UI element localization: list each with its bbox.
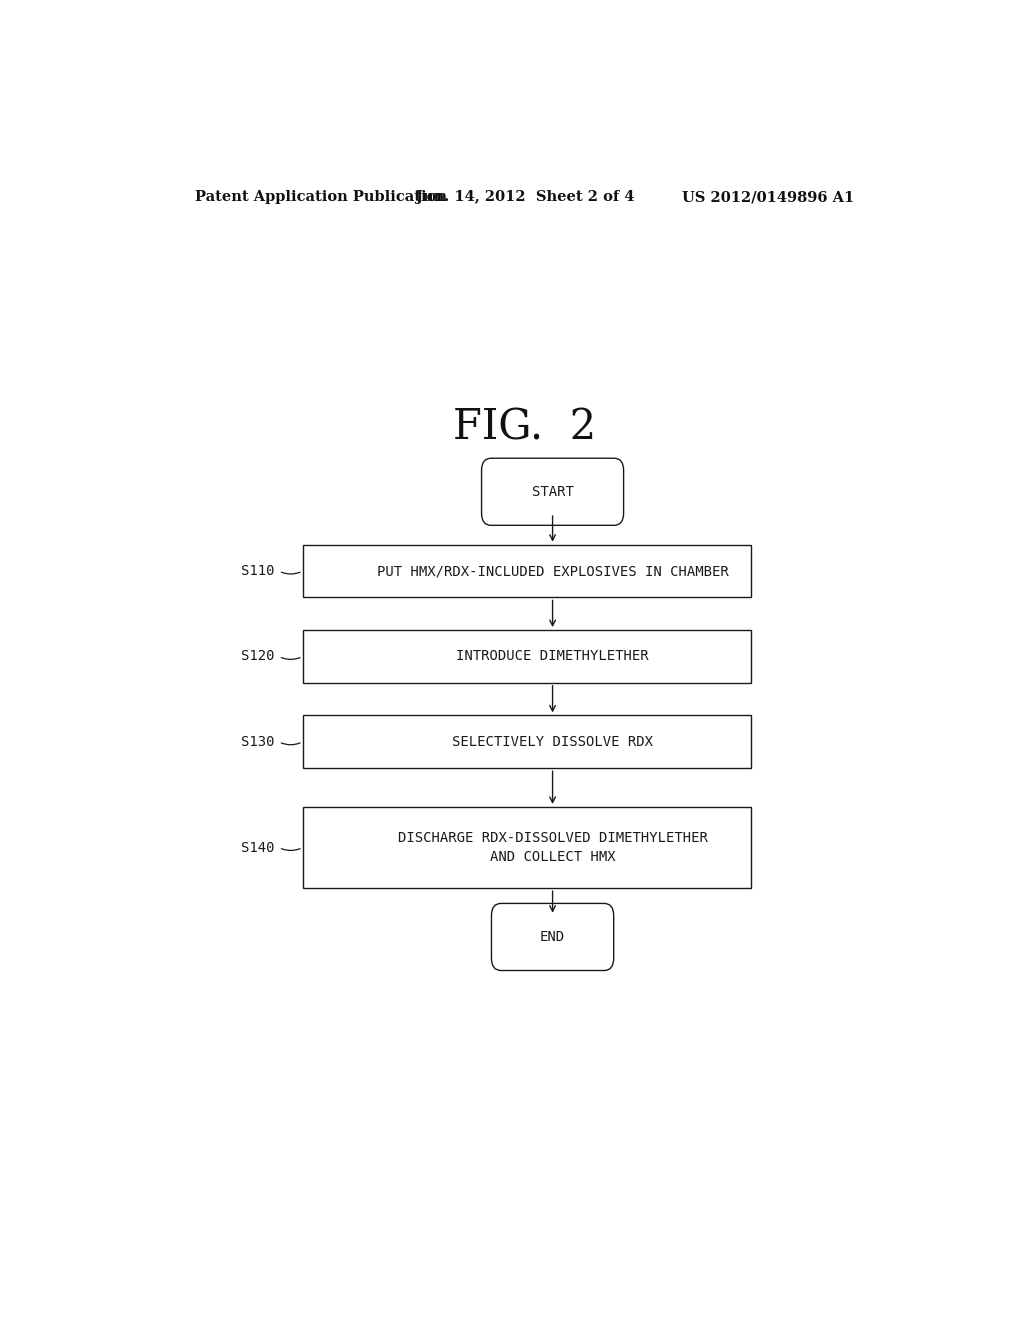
Text: END: END bbox=[540, 931, 565, 944]
Text: S120: S120 bbox=[242, 649, 274, 664]
FancyBboxPatch shape bbox=[492, 903, 613, 970]
Text: FIG.  2: FIG. 2 bbox=[454, 407, 596, 449]
FancyBboxPatch shape bbox=[303, 715, 751, 768]
Text: START: START bbox=[531, 484, 573, 499]
FancyBboxPatch shape bbox=[303, 630, 751, 682]
Text: Jun. 14, 2012  Sheet 2 of 4: Jun. 14, 2012 Sheet 2 of 4 bbox=[416, 190, 634, 205]
Text: S140: S140 bbox=[242, 841, 274, 854]
Text: S130: S130 bbox=[242, 735, 274, 748]
Text: DISCHARGE RDX-DISSOLVED DIMETHYLETHER
AND COLLECT HMX: DISCHARGE RDX-DISSOLVED DIMETHYLETHER AN… bbox=[397, 832, 708, 863]
Text: Patent Application Publication: Patent Application Publication bbox=[196, 190, 447, 205]
FancyBboxPatch shape bbox=[481, 458, 624, 525]
Text: INTRODUCE DIMETHYLETHER: INTRODUCE DIMETHYLETHER bbox=[457, 649, 649, 664]
Text: PUT HMX/RDX-INCLUDED EXPLOSIVES IN CHAMBER: PUT HMX/RDX-INCLUDED EXPLOSIVES IN CHAMB… bbox=[377, 564, 728, 578]
FancyBboxPatch shape bbox=[303, 545, 751, 598]
Text: SELECTIVELY DISSOLVE RDX: SELECTIVELY DISSOLVE RDX bbox=[452, 735, 653, 748]
Text: US 2012/0149896 A1: US 2012/0149896 A1 bbox=[682, 190, 854, 205]
Text: S110: S110 bbox=[242, 564, 274, 578]
FancyBboxPatch shape bbox=[303, 807, 751, 888]
